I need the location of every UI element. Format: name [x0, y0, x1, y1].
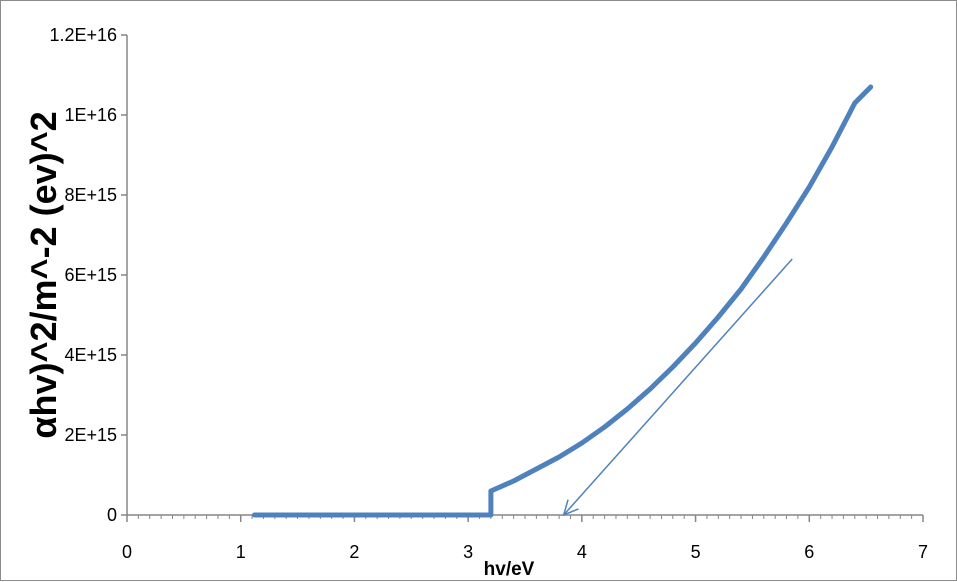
ticks [121, 34, 924, 522]
annotation-layer [562, 258, 793, 517]
y-tick-label: 2E+15 [64, 425, 117, 445]
x-tick-label: 6 [804, 542, 814, 562]
x-tick-label: 7 [918, 542, 928, 562]
y-axis-title: αhv)^2/m^-2 (ev)^2 [23, 111, 64, 438]
x-tick-label: 1 [236, 542, 246, 562]
y-tick-label: 8E+15 [64, 185, 117, 205]
y-tick-label: 6E+15 [64, 265, 117, 285]
x-tick-label: 0 [122, 542, 132, 562]
x-axis-title: hv/eV [484, 559, 535, 580]
y-tick-label: 4E+15 [64, 345, 117, 365]
y-tick-label: 1E+16 [64, 105, 117, 125]
tangent-arrow-line [563, 258, 793, 516]
axes [126, 35, 923, 516]
x-tick-label: 3 [463, 542, 473, 562]
x-tick-label: 2 [349, 542, 359, 562]
y-tick-label: 1.2E+16 [49, 25, 117, 45]
series-line [251, 84, 874, 518]
series-layer [251, 84, 874, 518]
x-tick-label: 4 [577, 542, 587, 562]
tick-labels: 0 2E+15 4E+15 6E+15 8E+15 1E+16 1.2E+16 0 1 2 3 4 5 6… [49, 25, 928, 562]
x-tick-label: 5 [691, 542, 701, 562]
y-tick-label: 0 [107, 505, 117, 525]
arrow-head [562, 499, 579, 517]
